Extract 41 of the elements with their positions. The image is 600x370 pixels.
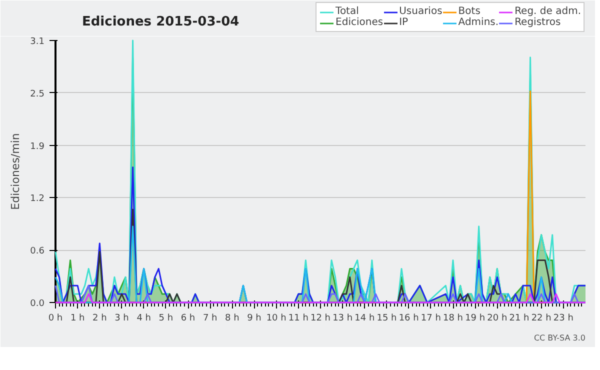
x-tick-label: 16 h	[398, 314, 419, 324]
x-tick-label: 14 h	[354, 314, 375, 324]
x-tick-label: 4 h	[136, 314, 151, 324]
x-tick-label: 2 h	[92, 314, 107, 324]
y-tick-label: 1.2	[30, 194, 45, 204]
legend-label: Ediciones	[336, 17, 384, 28]
legend-label: Reg. de adm.	[514, 6, 581, 17]
x-tick-label: 8 h	[225, 314, 240, 324]
y-axis-title: Ediciones/min	[9, 133, 22, 210]
x-tick-label: 19 h	[465, 314, 486, 324]
x-tick-label: 9 h	[247, 314, 262, 324]
x-tick-label: 21 h	[509, 314, 530, 324]
legend-label: Bots	[458, 6, 480, 17]
x-tick-label: 5 h	[158, 314, 174, 324]
x-tick-label: 23 h	[553, 314, 574, 324]
x-tick-label: 17 h	[420, 314, 441, 324]
x-tick-label: 18 h	[442, 314, 464, 324]
text: CC BY-SA 3.0	[534, 334, 586, 342]
legend-label: Registros	[514, 17, 561, 28]
x-tick-label: 22 h	[531, 314, 552, 324]
x-tick-label: 13 h	[332, 314, 353, 324]
x-tick-label: 20 h	[487, 314, 508, 324]
chart-title: Ediciones 2015-03-04	[82, 14, 240, 30]
x-tick-label: 0 h	[48, 314, 63, 324]
x-tick-label: 15 h	[376, 314, 397, 324]
x-tick-label: 7 h	[202, 314, 218, 324]
y-tick-label: 0.0	[30, 299, 45, 309]
y-tick-label: 0.6	[30, 246, 45, 257]
x-tick-label: 12 h	[310, 314, 331, 324]
x-tick-label: 10 h	[266, 314, 286, 324]
y-tick-label: 1.9	[30, 142, 45, 152]
legend-label: Total	[336, 6, 359, 17]
y-tick-label: 2.5	[30, 89, 45, 100]
y-tick-label: 3.1	[30, 37, 45, 47]
x-tick-label: 1 h	[70, 314, 85, 324]
legend-label: IP	[399, 17, 410, 28]
legend-label: Admins.	[458, 17, 499, 28]
x-tick-label: 6 h	[180, 314, 196, 324]
legend-label: Usuarios	[399, 6, 442, 17]
x-tick-label: 11 h	[288, 314, 308, 324]
x-tick-label: 3 h	[114, 314, 129, 324]
